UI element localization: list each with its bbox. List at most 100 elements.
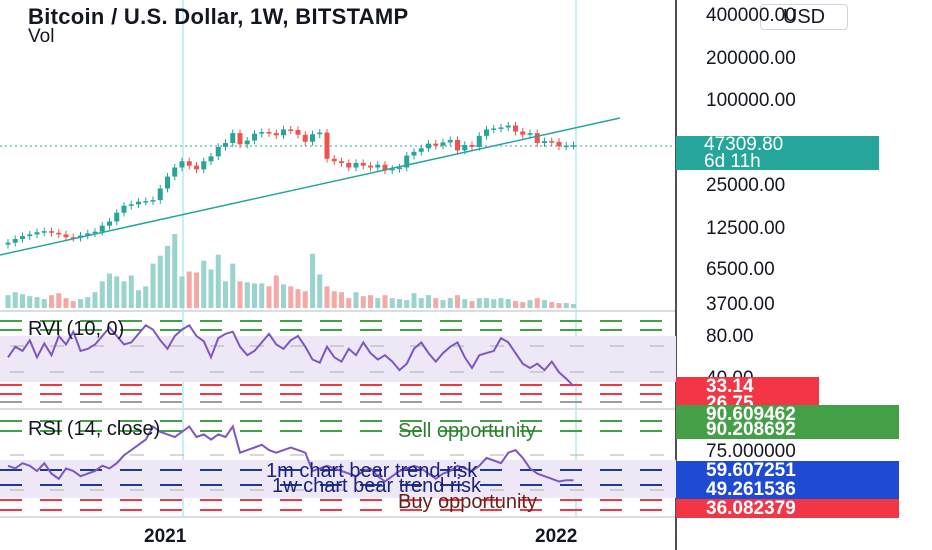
volume-bar [208,269,214,308]
rsi-label[interactable]: RSI (14, close) [28,418,161,440]
candle-body [237,133,243,145]
volume-bar [484,298,489,308]
candle-body [469,144,475,147]
volume-bars [5,234,576,308]
candle-body [484,129,489,136]
volume-bar [317,274,323,308]
candle-body [223,143,228,147]
candle-body [179,161,185,168]
volume-bar [237,281,243,308]
candle-body [368,165,373,168]
price-tick: 12500.00 [706,218,786,239]
candle-body [505,125,511,128]
volume-bar [99,281,105,308]
volume-bar [136,290,141,308]
candle-body [85,233,91,236]
volume-bar [571,304,576,308]
candle-body [194,165,199,170]
candle-body [375,164,381,168]
candle-body [447,139,453,143]
candle-body [273,133,279,136]
candle-body [92,231,98,234]
candle-body [49,231,54,233]
price-tick: 3700.00 [706,294,775,315]
candle-body [107,221,112,226]
candle-body [281,129,286,136]
candle-body [230,133,236,144]
candle-body [56,232,62,235]
volume-bar [310,253,315,308]
volume-bar [107,273,112,308]
candle-body [389,168,395,171]
price-tick: 400000.00 [706,5,796,26]
rvi-label[interactable]: RVI (10, 0) [28,318,125,340]
candle-body [324,132,330,159]
volume-bar [513,301,518,308]
volume-bar [273,275,279,308]
candle-body [136,201,141,205]
candle-body [208,156,214,162]
volume-bar [172,234,178,308]
candle-body [128,204,134,206]
price-tick: 25000.00 [706,175,786,196]
volume-bar [230,263,236,308]
candle-body [549,141,555,143]
price-tick: 200000.00 [706,48,796,69]
volume-bar [295,289,301,308]
candle-body [34,232,40,235]
candle-body [20,236,25,240]
volume-bar [491,299,497,308]
volume-bar [223,281,228,308]
volume-bar [281,284,286,308]
volume-bar [34,297,40,308]
volume-bar [353,292,359,308]
time-label-2022: 2022 [535,526,578,547]
rsi-line [7,424,574,483]
volume-bar [339,292,344,308]
rsi-value-tag: 90.208692 [676,420,899,439]
volume-bar [542,300,547,308]
volume-bar [440,300,446,308]
candle-body [331,158,337,162]
volume-bar [288,286,294,308]
volume-bar [114,276,120,308]
price-tick: 6500.00 [706,259,775,280]
volume-bar [70,301,76,308]
candle-body [121,205,127,213]
volume-bar [346,298,352,308]
candlesticks [5,121,576,249]
candle-body [252,133,257,141]
volume-bar [360,296,366,308]
sell-zone-label: Sell opportunity [398,420,536,442]
volume-bar [527,300,533,308]
candle-body [215,146,221,157]
candle-body [99,225,105,232]
candle-body [114,212,120,222]
volume-bar [476,298,482,308]
volume-bar [411,293,417,308]
candle-body [172,167,178,177]
candle-body [310,134,315,142]
volume-bar [418,298,424,308]
candle-body [346,162,352,168]
candle-body [571,145,576,147]
volume-bar [5,295,11,308]
volume-bar [259,283,265,308]
volume-bar [85,297,91,308]
candle-body [476,135,482,147]
bar-countdown: 6d 11h [704,151,761,172]
candle-body [288,129,294,131]
candle-body [520,131,526,135]
threshold-dashes [0,320,664,511]
rvi-line [7,323,575,387]
rvi-tick: 40.00 [706,368,754,378]
volume-bar [447,298,453,308]
rsi-value-tag: 90.609462 [676,405,899,420]
candle-body [302,134,308,142]
volume-bar [201,260,207,308]
volume-bar [179,276,185,308]
currency-button[interactable]: USD [760,4,848,30]
volume-bar [49,295,54,308]
candle-body [70,237,76,239]
